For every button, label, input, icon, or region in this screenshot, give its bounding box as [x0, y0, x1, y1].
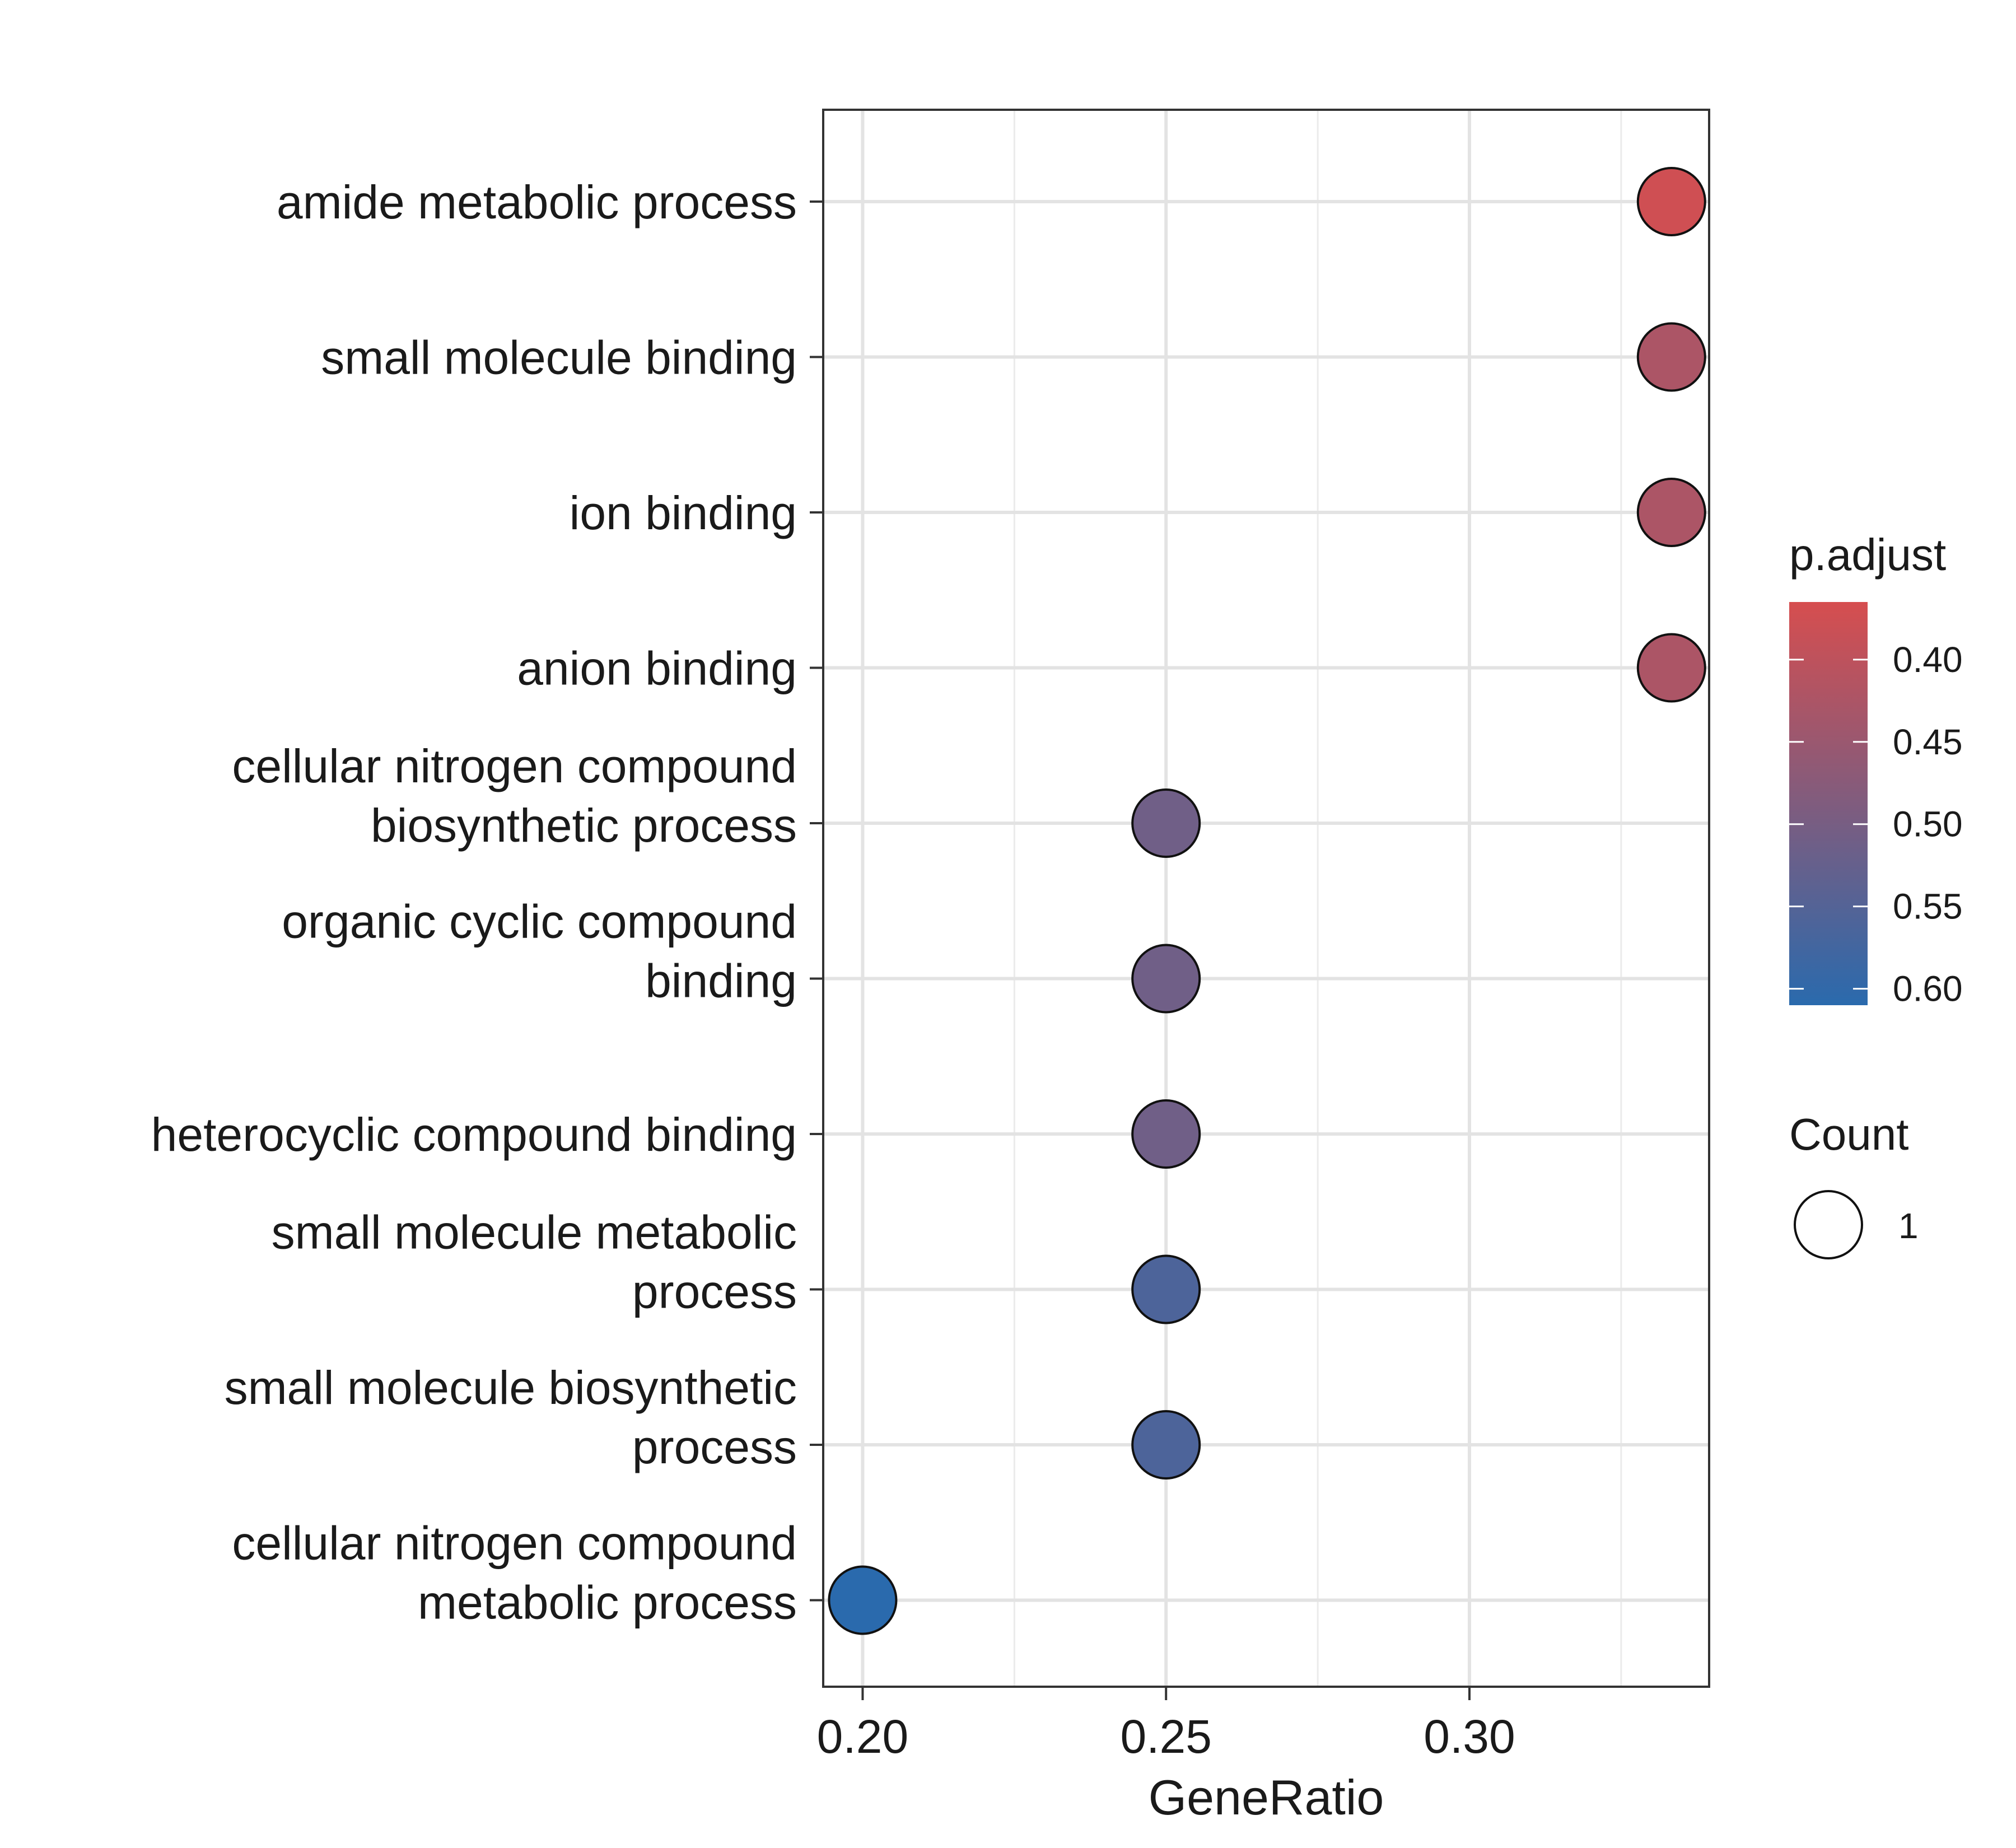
y-tick-label: heterocyclic compound binding	[151, 1108, 797, 1161]
y-tick-label: organic cyclic compound binding	[282, 895, 797, 1007]
y-tick-label-line: small molecule binding	[321, 332, 797, 384]
y-tick-label-line: anion binding	[517, 642, 797, 695]
y-tick-label: amide metabolic process	[277, 176, 797, 228]
y-tick-label-line: small molecule biosynthetic	[225, 1361, 797, 1414]
color-legend-title: p.adjust	[1789, 530, 1946, 580]
data-point	[1131, 1099, 1201, 1169]
data-points	[828, 167, 1706, 1635]
y-tick-label-line: cellular nitrogen compound	[232, 1517, 797, 1570]
y-tick-label-line: amide metabolic process	[277, 176, 797, 228]
color-legend-tick-label: 0.50	[1893, 804, 1963, 844]
size-legend-title: Count	[1789, 1109, 1908, 1159]
y-tick-label-line: process	[632, 1266, 797, 1318]
grid-lines	[823, 110, 1709, 1687]
data-point	[1636, 322, 1706, 392]
data-point	[1131, 788, 1201, 858]
y-tick-label-line: biosynthetic process	[371, 799, 797, 852]
y-tick-label-line: metabolic process	[418, 1576, 797, 1629]
x-tick-label: 0.20	[817, 1710, 909, 1763]
size-legend-label: 1	[1898, 1206, 1919, 1246]
size-legend-symbol	[1794, 1190, 1863, 1259]
data-point	[1131, 1254, 1201, 1324]
x-axis-title: GeneRatio	[1149, 1770, 1384, 1825]
data-point	[1636, 167, 1706, 236]
y-tick-label: cellular nitrogen compound biosynthetic p…	[232, 740, 797, 852]
y-tick-label: ion binding	[570, 487, 797, 539]
color-legend-bar	[1789, 602, 1868, 1005]
y-tick-label: small molecule binding	[321, 332, 797, 384]
x-tick-label: 0.30	[1424, 1710, 1515, 1763]
color-legend-tick-label: 0.45	[1893, 722, 1963, 762]
y-tick-label-line: small molecule metabolic	[272, 1206, 797, 1259]
data-point	[1636, 633, 1706, 703]
plot-background	[823, 110, 1709, 1687]
x-axis: 0.20 0.25 0.30	[817, 1687, 1515, 1763]
y-tick-label-line: process	[632, 1421, 797, 1473]
y-tick-label: small molecule biosynthetic process	[225, 1361, 797, 1473]
y-tick-label-line: heterocyclic compound binding	[151, 1108, 797, 1161]
y-tick-label-line: organic cyclic compound	[282, 895, 797, 948]
y-axis: amide metabolic process small molecule bi…	[151, 176, 823, 1629]
y-tick-label: anion binding	[517, 642, 797, 695]
y-tick-label: small molecule metabolic process	[272, 1206, 797, 1318]
data-point	[1636, 478, 1706, 547]
size-legend: Count 1	[1789, 1109, 1919, 1259]
color-legend-tick-label: 0.40	[1893, 640, 1963, 680]
size-legend-entries: 1	[1794, 1190, 1919, 1259]
y-tick-label-line: binding	[645, 955, 797, 1007]
color-legend: p.adjust 0.40 0.45 0.50 0.55 0.60	[1789, 530, 1963, 1009]
color-legend-tick-label: 0.60	[1893, 969, 1963, 1009]
data-point	[828, 1565, 898, 1635]
y-tick-label-line: ion binding	[570, 487, 797, 539]
plot-panel-border	[822, 109, 1710, 1688]
data-point	[1131, 1410, 1201, 1480]
data-point	[1131, 944, 1201, 1014]
y-tick-label: cellular nitrogen compound metabolic proc…	[232, 1517, 797, 1629]
color-legend-ticks: 0.40 0.45 0.50 0.55 0.60	[1789, 640, 1963, 1009]
color-legend-tick-label: 0.55	[1893, 886, 1963, 927]
x-tick-label: 0.25	[1120, 1710, 1212, 1763]
y-tick-label-line: cellular nitrogen compound	[232, 740, 797, 792]
